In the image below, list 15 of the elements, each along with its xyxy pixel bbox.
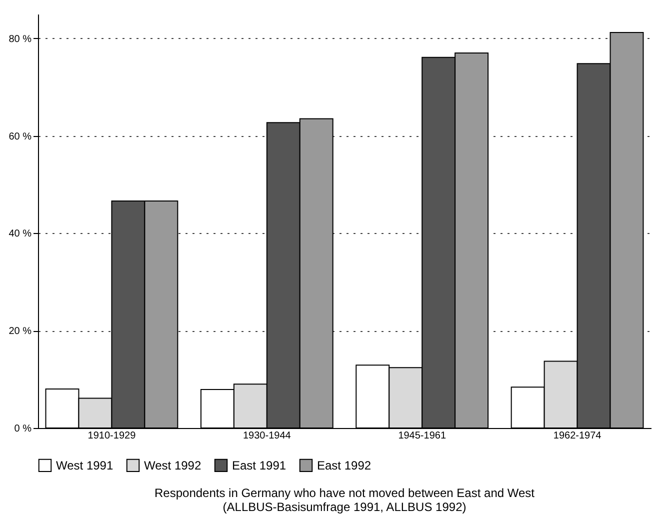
y-tick-label: 20 %: [8, 326, 32, 338]
legend-label: East 1992: [317, 458, 372, 472]
text: (ALLBUS-Basisumfrage 1991, ALLBUS 1992): [222, 500, 466, 514]
y-tick-label: 80 %: [8, 34, 32, 45]
legend-label: East 1991: [232, 458, 286, 472]
x-tick-label: 1945-1961: [398, 430, 446, 442]
text: Respondents in Germany who have not moved between East and West: [154, 486, 536, 500]
x-tick-label: 1962-1974: [553, 430, 602, 442]
y-tick-label: 0 %: [14, 424, 32, 434]
x-tick-label: 1910-1929: [88, 430, 136, 442]
x-tick-label: 1930-1944: [242, 430, 292, 442]
y-tick-label: 40 %: [8, 228, 32, 240]
legend-label: West 1992: [144, 458, 202, 472]
y-tick-label: 60 %: [8, 131, 32, 142]
legend-label: West 1991: [56, 458, 114, 472]
